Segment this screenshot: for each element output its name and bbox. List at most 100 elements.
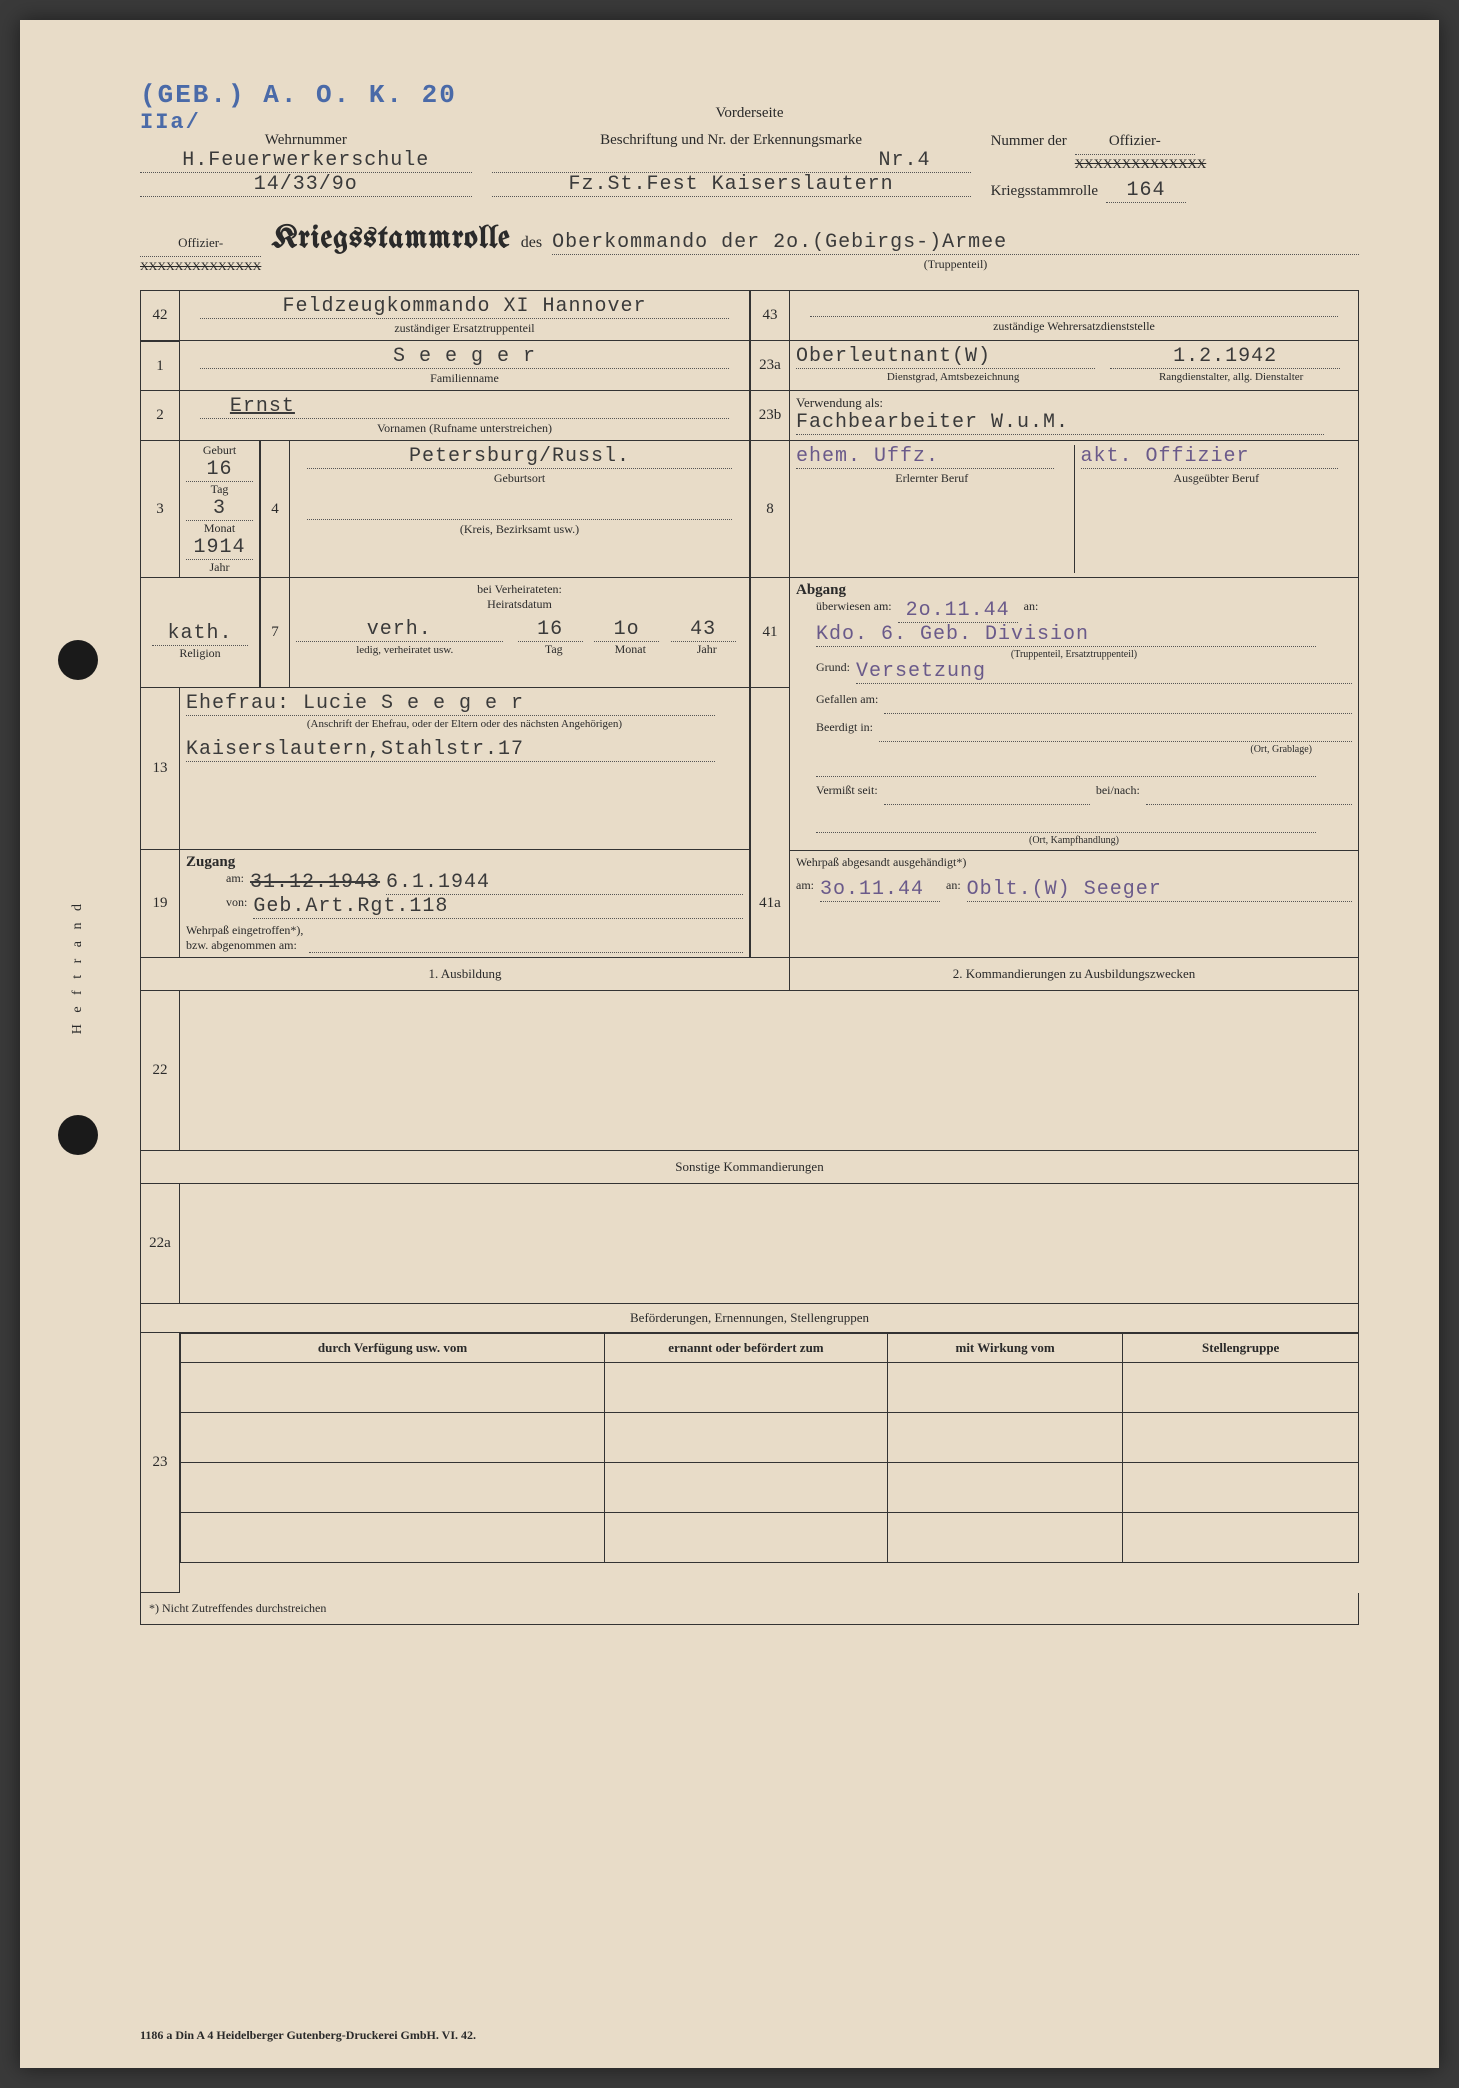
r2-label: Vornamen (Rufname unterstreichen): [186, 421, 743, 436]
footer-imprint: 1186 a Din A 4 Heidelberger Gutenberg-Dr…: [140, 2028, 476, 2043]
cell-num-2: 2: [140, 391, 180, 441]
title-main: Kriegsstammrolle: [271, 223, 510, 256]
kampf-label: (Ort, Kampfhandlung): [796, 835, 1352, 846]
col2: ernannt oder befördert zum: [605, 1334, 888, 1363]
r6-religion: kath.: [152, 622, 247, 646]
heftrand-label: H e f t r a n d: [70, 900, 86, 1034]
ort-grablage-label: (Ort, Grablage): [796, 744, 1352, 755]
r7-jahr: 43: [671, 618, 736, 642]
sonstige-header: Sonstige Kommandierungen: [140, 1151, 1359, 1184]
cell-num-23a: 23a: [750, 341, 790, 391]
header-strike: XXXXXXXXXXXXXX: [1075, 156, 1206, 171]
cell-num-41: 41: [750, 578, 790, 688]
r8-val2: akt. Offizier: [1081, 445, 1339, 469]
col4: Stellengruppe: [1123, 1334, 1359, 1363]
beerdigt-label: Beerdigt in:: [816, 720, 873, 742]
r3-jahr-label: Jahr: [182, 560, 257, 575]
r7-monat-label: Monat: [594, 642, 667, 657]
kriegsstammrolle-label: Kriegsstammrolle: [991, 183, 1098, 200]
r23a-val2: 1.2.1942: [1110, 345, 1340, 369]
r42-val: Feldzeugkommando XI Hannover: [200, 295, 729, 319]
r3-jahr: 1914: [186, 536, 254, 560]
cell-num-13: 13: [140, 688, 180, 850]
r7-tag: 16: [518, 618, 583, 642]
beschriftung-label: Beschriftung und Nr. der Erkennungsmarke: [492, 132, 971, 149]
punch-hole: [58, 1115, 98, 1155]
cell-num-7: 7: [260, 578, 290, 688]
r7-verh-label: ledig, verheiratet usw.: [296, 644, 514, 656]
cell-num-22: 22: [140, 991, 180, 1151]
r13-label: (Anschrift der Ehefrau, oder der Eltern …: [186, 718, 743, 730]
befoerderungen-header: Beförderungen, Ernennungen, Stellengrupp…: [140, 1304, 1359, 1333]
gefallen-label: Gefallen am:: [816, 692, 878, 714]
cell-num-43: 43: [750, 290, 790, 341]
an-sublabel: (Truppenteil, Ersatztruppenteil): [796, 649, 1352, 660]
heirat-label: bei Verheirateten: Heiratsdatum: [296, 582, 743, 612]
col1: durch Verfügung usw. vom: [181, 1334, 605, 1363]
r41a-am-label: am:: [796, 878, 814, 902]
r23a-label2: Rangdienstalter, allg. Dienstalter: [1110, 371, 1352, 383]
r3-ort-label: Geburtsort: [296, 471, 743, 486]
offizier-label: Offizier-: [1075, 133, 1195, 155]
r13-val2: Kaiserslautern,Stahlstr.17: [186, 738, 715, 762]
ausbildung-header: 1. Ausbildung: [140, 958, 790, 991]
r3-monat-label: Monat: [182, 521, 257, 536]
r7-tag-label: Tag: [518, 642, 591, 657]
r19-am-val: 6.1.1944: [386, 871, 743, 895]
bei-label: bei/nach:: [1096, 783, 1140, 805]
r3-monat: 3: [186, 497, 254, 521]
uberwiesen-date: 2o.11.44: [898, 599, 1018, 623]
r19-am-label: am:: [226, 871, 244, 895]
wehrnummer-val1: H.Feuerwerkerschule: [140, 149, 472, 173]
kriegsstammrolle-nr: 164: [1106, 179, 1186, 203]
zugang-label: Zugang: [186, 854, 743, 871]
cell-num-41a: 41a: [750, 850, 790, 958]
cell-num-1: 1: [140, 341, 180, 391]
r43-label: zuständige Wehrersatzdienststelle: [796, 319, 1352, 334]
cell-num-19: 19: [140, 850, 180, 958]
title-unit: Oberkommando der 2o.(Gebirgs-)Armee: [552, 231, 1359, 255]
r2-val: Ernst: [200, 395, 729, 419]
r1-label: Familienname: [186, 371, 743, 386]
title-prefix-label: Offizier-: [140, 235, 261, 257]
uberwiesen-label: überwiesen am:: [816, 599, 892, 623]
r8-label1: Erlernter Beruf: [796, 471, 1068, 486]
r41a-label: Wehrpaß abgesandt ausgehändigt*): [796, 855, 1352, 870]
cell-num-22a: 22a: [140, 1184, 180, 1304]
main-table: 4 2 Feldzeugkommando XI Hannover zuständi…: [140, 290, 1359, 1625]
title-des: des: [521, 234, 542, 252]
r41a-an-label: an:: [946, 878, 961, 902]
r41a-an-val: Oblt.(W) Seeger: [967, 878, 1352, 902]
document-page: H e f t r a n d (GEB.) A. O. K. 20 IIa/ …: [20, 20, 1439, 2068]
r7-verh: verh.: [296, 618, 503, 642]
title-row: Offizier- XXXXXXXXXXXXXX Kriegsstammroll…: [140, 223, 1359, 275]
cell-num-23b: 23b: [750, 391, 790, 441]
r41a-am-val: 3o.11.44: [820, 878, 940, 902]
r1-val: S e e g e r: [200, 345, 729, 369]
title-prefix-strike: XXXXXXXXXXXXXX: [140, 259, 261, 273]
r23b-toplabel: Verwendung als:: [796, 395, 1352, 411]
r23a-val1: Oberleutnant(W): [796, 345, 1095, 369]
r42-label: zuständiger Ersatztruppenteil: [186, 321, 743, 336]
punch-hole: [58, 640, 98, 680]
wehrnummer-val2: 14/33/9o: [140, 173, 472, 197]
r19-von-label: von:: [226, 895, 247, 919]
r3-kreis-label: (Kreis, Bezirksamt usw.): [296, 522, 743, 537]
an-label: an:: [1024, 599, 1039, 623]
vermisst-label: Vermißt seit:: [816, 783, 878, 805]
r3-tag-label: Tag: [182, 482, 257, 497]
r19-von-val: Geb.Art.Rgt.118: [253, 895, 743, 919]
wehrnummer-label: Wehrnummer: [140, 132, 472, 149]
r13-val1: Ehefrau: Lucie S e e g e r: [186, 692, 715, 716]
r6-religion-label: Religion: [147, 646, 253, 661]
title-sublabel: (Truppenteil): [552, 257, 1359, 272]
abgang-label: Abgang: [796, 582, 1352, 599]
r19-am-strike: 31.12.1943: [250, 871, 380, 895]
grund-val: Versetzung: [856, 660, 1352, 684]
cell-num-3: 3: [140, 441, 180, 578]
r19-wehrpass-label: Wehrpaß eingetroffen*), bzw. abgenommen …: [186, 923, 303, 953]
nummer-label: Nummer der: [991, 133, 1067, 150]
footnote: *) Nicht Zutreffendes durchstreichen: [140, 1593, 1359, 1625]
header-area: (GEB.) A. O. K. 20 IIa/ Vorderseite Wehr…: [140, 80, 1359, 203]
cell-num-4: 4: [260, 441, 290, 578]
